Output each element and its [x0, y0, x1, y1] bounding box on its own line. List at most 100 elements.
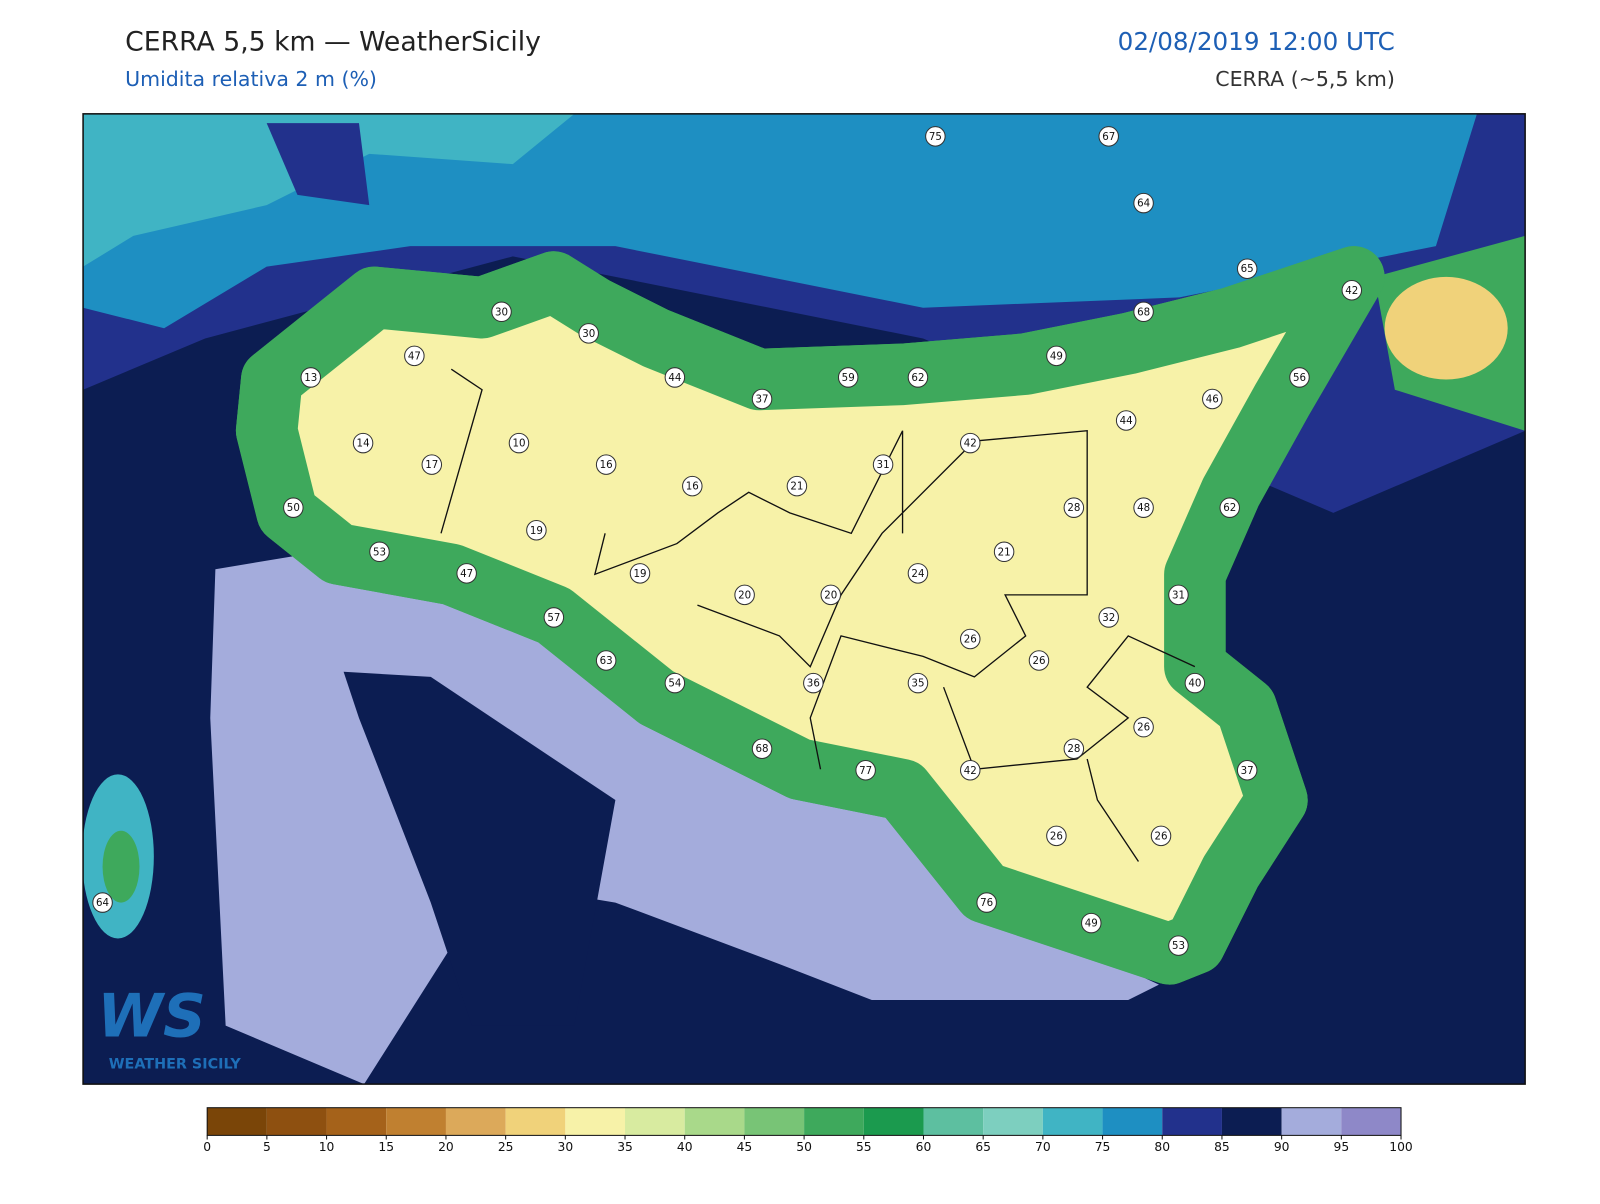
- station-marker: [1133, 716, 1154, 738]
- province-border: [440, 368, 1196, 862]
- station-marker: [1341, 279, 1363, 301]
- station-value: 31: [877, 459, 890, 471]
- station-value: 64: [96, 897, 109, 909]
- station-marker: [925, 126, 946, 147]
- colorbar-tick-label: 80: [1154, 1140, 1170, 1154]
- station-marker: [993, 541, 1015, 563]
- station-marker: [1133, 497, 1154, 518]
- colorbar-swatch: [1042, 1107, 1103, 1136]
- colorbar-swatch: [804, 1107, 864, 1136]
- colorbar-tick-label: 15: [378, 1140, 394, 1154]
- station-marker: [352, 432, 374, 454]
- station-value: 75: [929, 131, 942, 143]
- station-marker: [1289, 367, 1310, 388]
- sea-zone: [83, 113, 575, 267]
- station-value: 13: [304, 372, 317, 384]
- station-value: 28: [1067, 502, 1080, 514]
- station-value: 53: [373, 546, 386, 558]
- station-marker: [578, 323, 599, 344]
- station-marker: [907, 563, 929, 584]
- colorbar-swatch: [445, 1107, 506, 1136]
- station-value: 62: [1223, 502, 1236, 514]
- station-value: 19: [530, 525, 543, 537]
- station-marker: [734, 584, 755, 606]
- colorbar-tick-label: 50: [796, 1140, 812, 1154]
- station-value: 47: [460, 568, 473, 580]
- station-value: 77: [859, 765, 872, 777]
- colorbar-swatch: [266, 1107, 327, 1136]
- station-value: 10: [512, 438, 525, 450]
- station-marker: [786, 475, 808, 497]
- map-frame: [82, 113, 1526, 1085]
- station-value: 56: [1293, 372, 1306, 384]
- station-marker: [751, 388, 773, 410]
- colorbar-swatch: [863, 1107, 924, 1136]
- colorbar-tick-label: 90: [1274, 1140, 1290, 1154]
- colorbar: 0 5 10 15 20 25 30 35 40 45 50 55 60 65 70 75 80 85 90 95 10…: [203, 1107, 1413, 1154]
- subtitle: Umidita relativa 2 m (%): [125, 67, 377, 91]
- station-value: 40: [1188, 678, 1201, 690]
- station-marker: [820, 584, 842, 606]
- station-value: 65: [1241, 263, 1254, 275]
- station-marker: [1115, 410, 1137, 431]
- station-value: 35: [911, 678, 924, 690]
- colorbar-swatch: [684, 1107, 745, 1136]
- colorbar-tick-label: 95: [1334, 1140, 1350, 1154]
- station-value: 17: [425, 459, 438, 471]
- station-marker: [907, 367, 929, 388]
- station-marker: [491, 301, 512, 323]
- land-zone: [102, 830, 140, 903]
- station-value: 20: [824, 589, 837, 601]
- sea-zone: [343, 671, 616, 1026]
- station-marker: [1150, 825, 1172, 847]
- station-marker: [751, 738, 773, 759]
- station-marker: [595, 454, 617, 475]
- station-value: 30: [582, 328, 595, 340]
- station-value: 16: [686, 481, 699, 493]
- station-marker: [456, 563, 477, 584]
- colorbar-swatch: [744, 1107, 805, 1136]
- station-value: 59: [842, 372, 855, 384]
- colorbar-tick-label: 10: [319, 1140, 335, 1154]
- station-marker: [1133, 192, 1154, 214]
- station-marker: [1046, 825, 1067, 847]
- station-marker: [543, 607, 565, 628]
- station-marker: [1168, 584, 1189, 606]
- colorbar-tick-label: 40: [677, 1140, 693, 1154]
- station-value: 42: [964, 765, 977, 777]
- station-marker: [1184, 672, 1206, 694]
- station-value: 44: [1120, 415, 1133, 427]
- station-value: 37: [756, 393, 769, 405]
- station-value: 26: [1137, 722, 1150, 734]
- station-value: 57: [547, 612, 560, 624]
- sea-zone: [266, 123, 370, 206]
- colorbar-swatch: [625, 1107, 685, 1136]
- station-marker: [803, 672, 824, 694]
- colorbar-tick-label: 30: [558, 1140, 574, 1154]
- colorbar-swatch: [1341, 1107, 1402, 1136]
- station-value: 68: [1137, 306, 1150, 318]
- station-marker: [872, 454, 894, 475]
- station-value: 24: [911, 568, 924, 580]
- colorbar-swatch: [326, 1107, 387, 1136]
- map: [83, 113, 1526, 1085]
- station-marker: [629, 563, 651, 584]
- colorbar-tick-label: 25: [498, 1140, 514, 1154]
- station-marker: [404, 345, 425, 367]
- colorbar-swatch: [1162, 1107, 1222, 1136]
- station-value: 20: [738, 589, 751, 601]
- sea-zone: [83, 113, 1477, 329]
- station-value: 49: [1085, 918, 1098, 930]
- station-value: 32: [1102, 612, 1115, 624]
- colorbar-swatch: [923, 1107, 984, 1136]
- colorbar-swatch: [565, 1107, 626, 1136]
- station-value: 26: [1050, 830, 1063, 842]
- model-label: CERRA (~5,5 km): [1215, 67, 1395, 91]
- station-marker: [837, 367, 859, 388]
- station-marker: [92, 892, 113, 913]
- station-value: 19: [633, 568, 646, 580]
- station-value: 31: [1172, 589, 1185, 601]
- station-value: 26: [1155, 830, 1168, 842]
